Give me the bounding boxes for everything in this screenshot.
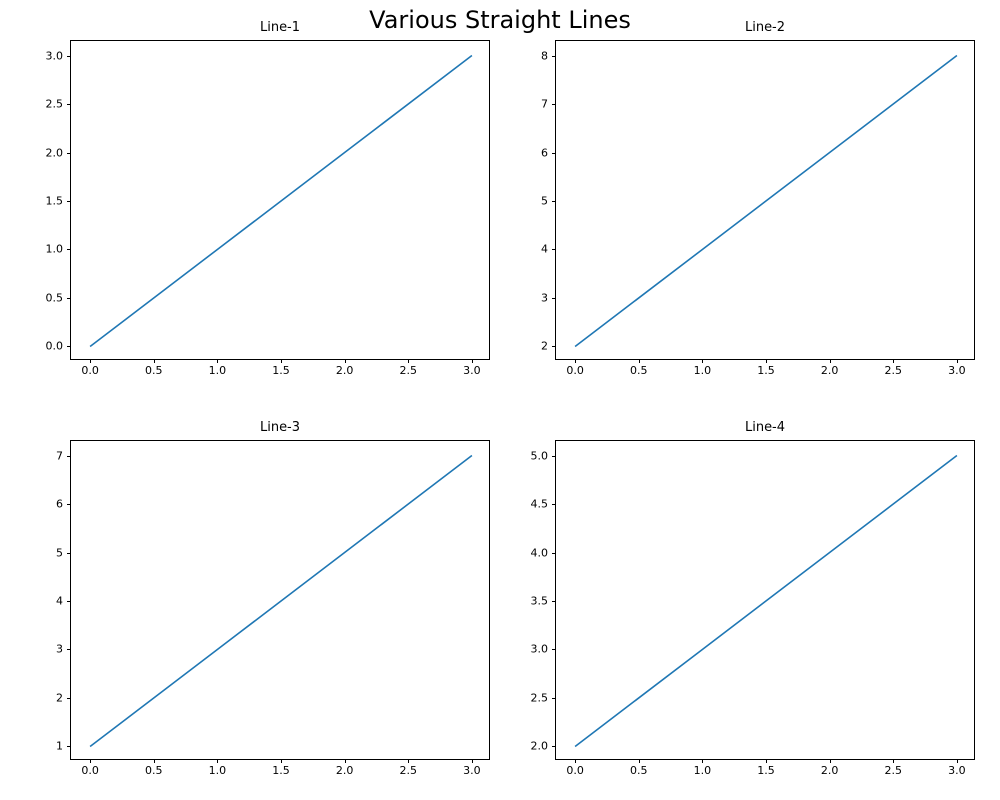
xtick-label: 1.0 xyxy=(209,364,227,377)
xtick-label: 2.5 xyxy=(400,764,418,777)
ytick-label: 0.5 xyxy=(46,291,64,304)
xtick-label: 0.0 xyxy=(81,764,99,777)
xtick-label: 3.0 xyxy=(463,764,481,777)
plot-area: 2.02.53.03.54.04.55.00.00.51.01.52.02.53… xyxy=(555,440,975,760)
subplot-title: Line-4 xyxy=(555,420,975,435)
xtick-label: 2.0 xyxy=(336,364,354,377)
xtick-label: 3.0 xyxy=(463,364,481,377)
ytick-label: 7 xyxy=(56,449,63,462)
ytick-label: 0.0 xyxy=(46,340,64,353)
data-line xyxy=(556,41,976,361)
xtick-label: 0.0 xyxy=(566,764,584,777)
ytick-label: 2.0 xyxy=(46,146,64,159)
subplot-title: Line-3 xyxy=(70,420,490,435)
plot-area: 12345670.00.51.01.52.02.53.0 xyxy=(70,440,490,760)
ytick-label: 3 xyxy=(541,291,548,304)
xtick-label: 1.0 xyxy=(694,764,712,777)
xtick-label: 1.5 xyxy=(272,364,290,377)
subplot-line1: Line-1 0.00.51.01.52.02.53.00.00.51.01.5… xyxy=(70,40,490,360)
xtick-label: 2.5 xyxy=(885,764,903,777)
xtick-label: 1.5 xyxy=(757,764,775,777)
ytick-label: 4.5 xyxy=(531,498,549,511)
ytick-label: 3.0 xyxy=(46,49,64,62)
ytick-label: 2 xyxy=(56,691,63,704)
ytick-label: 3.5 xyxy=(531,595,549,608)
ytick-label: 5.0 xyxy=(531,449,549,462)
ytick-label: 1.5 xyxy=(46,195,64,208)
ytick-label: 2.5 xyxy=(531,691,549,704)
xtick-label: 0.5 xyxy=(145,364,163,377)
xtick-label: 1.0 xyxy=(694,364,712,377)
xtick-label: 0.0 xyxy=(566,364,584,377)
subplot-title: Line-2 xyxy=(555,20,975,35)
xtick-label: 1.5 xyxy=(272,764,290,777)
xtick-label: 3.0 xyxy=(948,764,966,777)
series-line xyxy=(575,456,957,747)
series-line xyxy=(90,456,472,747)
ytick-label: 4.0 xyxy=(531,546,549,559)
ytick-label: 6 xyxy=(541,146,548,159)
subplot-line2: Line-2 23456780.00.51.01.52.02.53.0 xyxy=(555,40,975,360)
ytick-label: 5 xyxy=(56,546,63,559)
series-line xyxy=(90,56,472,347)
plot-area: 23456780.00.51.01.52.02.53.0 xyxy=(555,40,975,360)
ytick-label: 7 xyxy=(541,98,548,111)
ytick-label: 8 xyxy=(541,49,548,62)
xtick-label: 2.5 xyxy=(885,364,903,377)
ytick-label: 1.0 xyxy=(46,243,64,256)
ytick-label: 1 xyxy=(56,740,63,753)
xtick-label: 2.5 xyxy=(400,364,418,377)
xtick-label: 0.5 xyxy=(630,764,648,777)
ytick-label: 3 xyxy=(56,643,63,656)
series-line xyxy=(575,56,957,347)
xtick-label: 3.0 xyxy=(948,364,966,377)
ytick-label: 4 xyxy=(541,243,548,256)
data-line xyxy=(71,441,491,761)
xtick-label: 2.0 xyxy=(336,764,354,777)
ytick-label: 2.0 xyxy=(531,740,549,753)
ytick-label: 5 xyxy=(541,195,548,208)
subplot-line3: Line-3 12345670.00.51.01.52.02.53.0 xyxy=(70,440,490,760)
ytick-label: 4 xyxy=(56,595,63,608)
data-line xyxy=(556,441,976,761)
plot-area: 0.00.51.01.52.02.53.00.00.51.01.52.02.53… xyxy=(70,40,490,360)
subplot-line4: Line-4 2.02.53.03.54.04.55.00.00.51.01.5… xyxy=(555,440,975,760)
xtick-label: 2.0 xyxy=(821,764,839,777)
xtick-label: 0.0 xyxy=(81,364,99,377)
xtick-label: 1.0 xyxy=(209,764,227,777)
ytick-label: 2.5 xyxy=(46,98,64,111)
xtick-label: 0.5 xyxy=(630,364,648,377)
ytick-label: 3.0 xyxy=(531,643,549,656)
xtick-label: 2.0 xyxy=(821,364,839,377)
ytick-label: 2 xyxy=(541,340,548,353)
data-line xyxy=(71,41,491,361)
subplot-title: Line-1 xyxy=(70,20,490,35)
xtick-label: 0.5 xyxy=(145,764,163,777)
xtick-label: 1.5 xyxy=(757,364,775,377)
ytick-label: 6 xyxy=(56,498,63,511)
